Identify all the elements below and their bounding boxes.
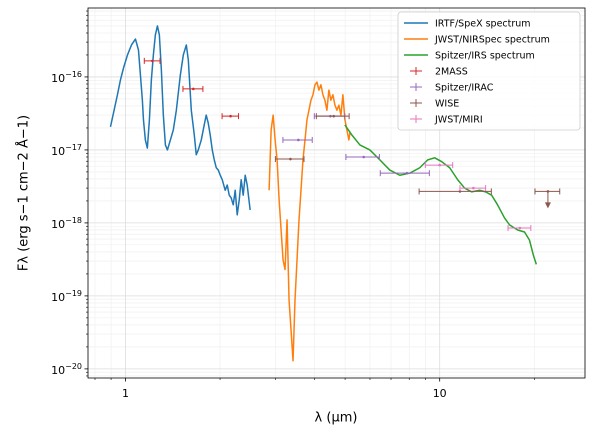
y-tick-exponent: −18 bbox=[65, 215, 82, 224]
photometry-point bbox=[405, 171, 409, 175]
plot-area bbox=[109, 25, 561, 362]
y-tick-base: 10 bbox=[51, 145, 65, 158]
legend-label: WISE bbox=[435, 99, 459, 110]
spectrum-line bbox=[344, 124, 538, 265]
photometry-point bbox=[151, 59, 154, 63]
spectrum-line bbox=[109, 25, 251, 216]
axes-frame bbox=[87, 7, 586, 379]
upper-limit-head bbox=[544, 202, 551, 209]
legend-label: IRTF/SpeX spectrum bbox=[435, 19, 531, 30]
legend-box bbox=[397, 11, 581, 131]
spectrum-line bbox=[268, 81, 351, 362]
y-tick-base: 10 bbox=[51, 291, 65, 304]
legend-label: Spitzer/IRS spectrum bbox=[435, 51, 535, 62]
y-tick-base: 10 bbox=[51, 364, 65, 377]
photometry-point bbox=[191, 87, 195, 91]
photometry-point bbox=[438, 163, 441, 167]
legend: IRTF/SpeX spectrum JWST/NIRSpec spectrum S… bbox=[397, 11, 581, 131]
photometry-point bbox=[289, 157, 292, 161]
y-tick-label: 10−16 bbox=[51, 69, 82, 85]
y-tick-exponent: −19 bbox=[65, 288, 82, 297]
y-tick-base: 10 bbox=[51, 218, 65, 231]
y-tick-label: 10−17 bbox=[51, 142, 82, 158]
photometry-point bbox=[518, 226, 522, 230]
y-tick-exponent: −17 bbox=[65, 142, 82, 151]
y-tick-label: 10−18 bbox=[51, 215, 82, 231]
photometry-point bbox=[362, 155, 365, 159]
photometry-point bbox=[297, 138, 300, 142]
x-axis-label: λ (μm) bbox=[315, 411, 358, 426]
legend-label: Spitzer/IRAC bbox=[435, 83, 494, 94]
y-tick-base: 10 bbox=[51, 72, 65, 85]
legend-label: 2MASS bbox=[435, 67, 468, 78]
photometry-point bbox=[229, 114, 232, 118]
photometry-point bbox=[332, 114, 336, 118]
photometry-point bbox=[458, 190, 462, 193]
x-tick-label: 1 bbox=[122, 387, 129, 400]
x-tick-label: 10 bbox=[433, 387, 447, 400]
legend-label: JWST/NIRSpec spectrum bbox=[434, 35, 550, 46]
photometry-point bbox=[472, 186, 475, 190]
y-tick-label: 10−19 bbox=[51, 288, 82, 304]
y-tick-label: 10−20 bbox=[51, 361, 82, 377]
y-tick-exponent: −20 bbox=[65, 361, 82, 370]
legend-label: JWST/MIRI bbox=[434, 115, 483, 126]
y-tick-exponent: −16 bbox=[65, 69, 82, 78]
y-axis-label: Fλ (erg s−1 cm−2 Å−1) bbox=[16, 115, 32, 271]
